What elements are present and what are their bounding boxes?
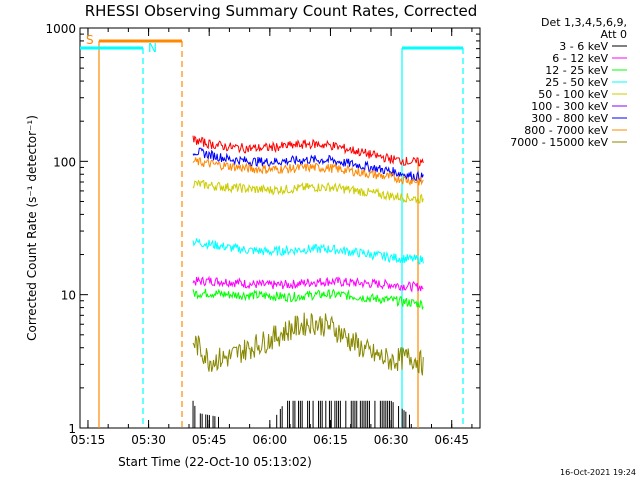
plot-area: 1 10 100 1000 05:15 05:30 05:45 06:00 06:15 06:30… bbox=[45, 22, 481, 447]
y-tick-label: 100 bbox=[53, 155, 76, 169]
legend-entry-label: 7000 - 15000 keV bbox=[510, 136, 608, 149]
legend-header-line: Det 1,3,4,5,6,9, bbox=[541, 16, 627, 29]
chart-title: RHESSI Observing Summary Count Rates, Co… bbox=[85, 2, 478, 20]
legend-entry-label: 50 - 100 keV bbox=[538, 88, 608, 101]
x-tick-label: 05:30 bbox=[131, 433, 166, 447]
series-line-4 bbox=[192, 179, 424, 204]
night-marker-label: N bbox=[148, 41, 157, 55]
legend-entry-label: 6 - 12 keV bbox=[552, 52, 608, 65]
x-axis-label: Start Time (22-Oct-10 05:13:02) bbox=[118, 455, 312, 469]
x-tick-label: 06:00 bbox=[253, 433, 288, 447]
legend-entry-label: 100 - 300 keV bbox=[531, 100, 608, 113]
series-line-7 bbox=[192, 157, 424, 187]
series-line-6 bbox=[192, 147, 424, 182]
legend-header-line: Att 0 bbox=[601, 28, 627, 41]
series-line-8 bbox=[192, 312, 424, 376]
legend-entry-label: 3 - 6 keV bbox=[559, 40, 608, 53]
series-3-6-kev bbox=[192, 400, 410, 428]
series-line-9 bbox=[192, 135, 424, 167]
plot-frame bbox=[79, 27, 481, 429]
legend-entry-label: 12 - 25 keV bbox=[545, 64, 608, 77]
y-tick-label: 1 bbox=[68, 422, 76, 436]
legend-entry-label: 800 - 7000 keV bbox=[524, 124, 608, 137]
series-line-2 bbox=[192, 288, 424, 311]
legend-entry-label: 300 - 800 keV bbox=[531, 112, 608, 125]
series-line-3 bbox=[192, 238, 424, 265]
x-tick-label: 06:45 bbox=[434, 433, 469, 447]
saa-marker-label: S bbox=[86, 33, 94, 47]
legend-entry-label: 25 - 50 keV bbox=[545, 76, 608, 89]
y-tick-label: 1000 bbox=[45, 22, 76, 36]
timestamp-label: 16-Oct-2021 19:24 bbox=[560, 468, 636, 477]
series-line-1 bbox=[192, 275, 424, 293]
x-tick-label: 06:15 bbox=[313, 433, 348, 447]
y-tick-label: 10 bbox=[61, 289, 76, 303]
y-axis-label: Corrected Count Rate (s⁻¹ detector⁻¹) bbox=[25, 115, 39, 341]
x-tick-label: 06:30 bbox=[374, 433, 409, 447]
x-tick-label: 05:45 bbox=[192, 433, 227, 447]
x-tick-label: 05:15 bbox=[71, 433, 106, 447]
